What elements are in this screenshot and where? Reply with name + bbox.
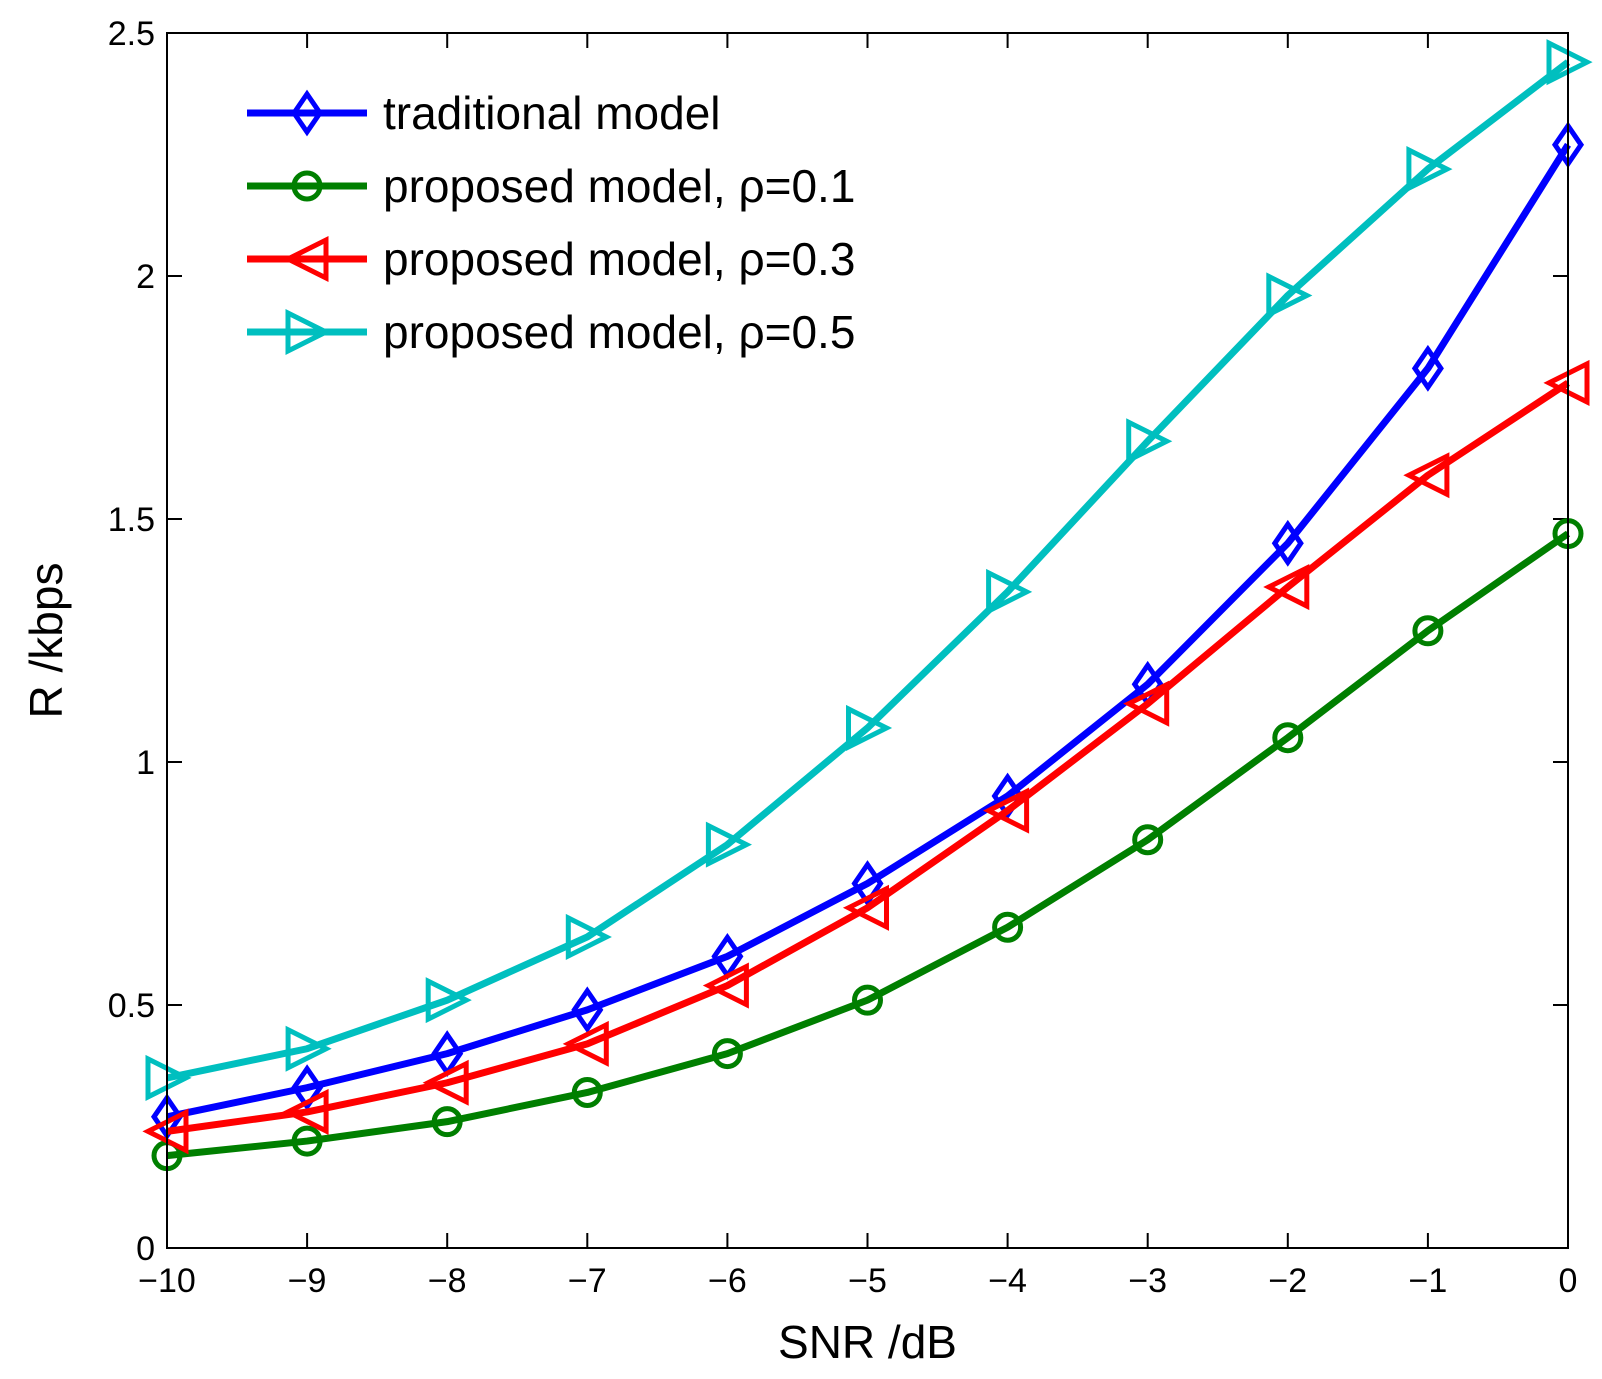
data-point (291, 1125, 323, 1157)
data-point (1266, 272, 1313, 319)
data-point (705, 821, 752, 868)
series-line (166, 59, 1571, 1082)
data-point (285, 1025, 332, 1072)
x-axis-label: SNR /dB (778, 1316, 957, 1368)
data-point (562, 1020, 609, 1067)
x-tick-label: −7 (568, 1262, 607, 1300)
data-point (1406, 146, 1453, 193)
x-tick-label: −8 (428, 1262, 467, 1300)
x-tick-label: −1 (1409, 1262, 1448, 1300)
data-point (851, 860, 884, 907)
data-point (1271, 519, 1304, 567)
x-tick-label: −2 (1268, 1262, 1307, 1300)
data-point (1263, 563, 1310, 611)
data-point (842, 884, 889, 931)
plot-series (142, 39, 1593, 1172)
data-point (983, 787, 1030, 834)
x-tick-label: −3 (1128, 1262, 1167, 1300)
legend-label: proposed model, ρ=0.5 (383, 306, 855, 358)
legend-entry: proposed model, ρ=0.3 (247, 233, 855, 285)
series-line (166, 142, 1571, 1121)
data-point (282, 1088, 329, 1135)
data-point (992, 911, 1024, 943)
y-tick-label: 1.5 (108, 501, 155, 539)
data-point (1403, 452, 1450, 499)
legend-marker (285, 308, 332, 356)
data-point (852, 984, 883, 1016)
data-point (571, 1076, 603, 1108)
data-point (1272, 722, 1304, 754)
legend: traditional model proposed model, ρ=0.1 pr… (247, 87, 855, 358)
data-point (702, 962, 749, 1009)
y-tick-label: 2.5 (108, 15, 155, 53)
legend-marker (282, 235, 329, 283)
y-tick-label: 0 (136, 1230, 155, 1268)
y-tick-label: 2 (136, 258, 155, 296)
data-point (1411, 344, 1444, 392)
legend-entry: proposed model, ρ=0.5 (247, 306, 855, 358)
x-tick-label: −6 (708, 1262, 747, 1300)
data-point (571, 986, 604, 1034)
series-line (166, 530, 1570, 1160)
data-point (422, 1059, 469, 1106)
y-tick-label: 0.5 (108, 987, 155, 1025)
x-tick-label: −5 (848, 1262, 887, 1300)
data-point (431, 1106, 463, 1138)
data-point (1123, 680, 1170, 727)
data-point (1132, 824, 1164, 856)
legend-label: proposed model, ρ=0.3 (383, 233, 855, 285)
x-tick-label: −9 (288, 1262, 327, 1300)
y-tick-label: 1 (136, 744, 155, 782)
plot-frame (166, 32, 1569, 1249)
legend-label: proposed model, ρ=0.1 (383, 160, 855, 212)
data-point (991, 772, 1024, 820)
axis-ticks: −10 −9 −8 −7 −6 −5 −4 −3 −2 −1 000.511.522.5 (108, 15, 1578, 1300)
legend-entry: proposed model, ρ=0.1 (247, 160, 855, 212)
legend-marker (290, 89, 324, 137)
legend-marker (291, 170, 323, 202)
x-tick-label: −4 (988, 1262, 1027, 1300)
legend-entry: traditional model (247, 87, 721, 139)
data-point (1412, 615, 1444, 647)
data-point (425, 977, 472, 1024)
legend-label: traditional model (383, 87, 721, 139)
x-tick-label: 0 (1559, 1262, 1578, 1300)
data-point (291, 1064, 324, 1112)
data-point (846, 704, 893, 752)
data-point (986, 568, 1033, 615)
data-point (1126, 418, 1173, 465)
series-line (166, 379, 1570, 1135)
series-1 (151, 518, 1584, 1172)
data-point (711, 1038, 743, 1070)
data-point (565, 913, 612, 961)
x-tick-label: −10 (138, 1262, 196, 1300)
y-axis-label: R /kbps (20, 563, 72, 719)
